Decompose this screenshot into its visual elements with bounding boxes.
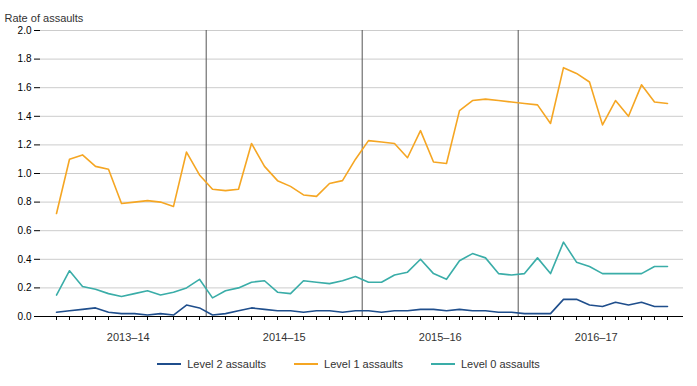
svg-text:2016–17: 2016–17: [575, 331, 618, 343]
svg-text:0.4: 0.4: [18, 253, 32, 264]
svg-text:0.6: 0.6: [18, 225, 32, 236]
svg-text:1.0: 1.0: [18, 168, 32, 179]
svg-text:0.0: 0.0: [18, 311, 32, 322]
svg-text:0.2: 0.2: [18, 282, 32, 293]
svg-text:1.2: 1.2: [18, 139, 32, 150]
svg-text:0.8: 0.8: [18, 196, 32, 207]
svg-text:2.0: 2.0: [18, 25, 32, 36]
svg-text:1.4: 1.4: [18, 111, 32, 122]
svg-text:Rate of assaults: Rate of assaults: [5, 12, 84, 24]
html-text:Level 2 assaults: Level 2 assaults: [187, 358, 266, 370]
svg-text:1.8: 1.8: [18, 53, 32, 64]
svg-text:1.6: 1.6: [18, 82, 32, 93]
html-text:Level 0 assaults: Level 0 assaults: [460, 358, 540, 370]
html-text:Level 1 assaults: Level 1 assaults: [324, 358, 403, 370]
svg-text:2014–15: 2014–15: [263, 331, 306, 343]
svg-text:2015–16: 2015–16: [419, 331, 462, 343]
svg-text:2013–14: 2013–14: [107, 331, 150, 343]
